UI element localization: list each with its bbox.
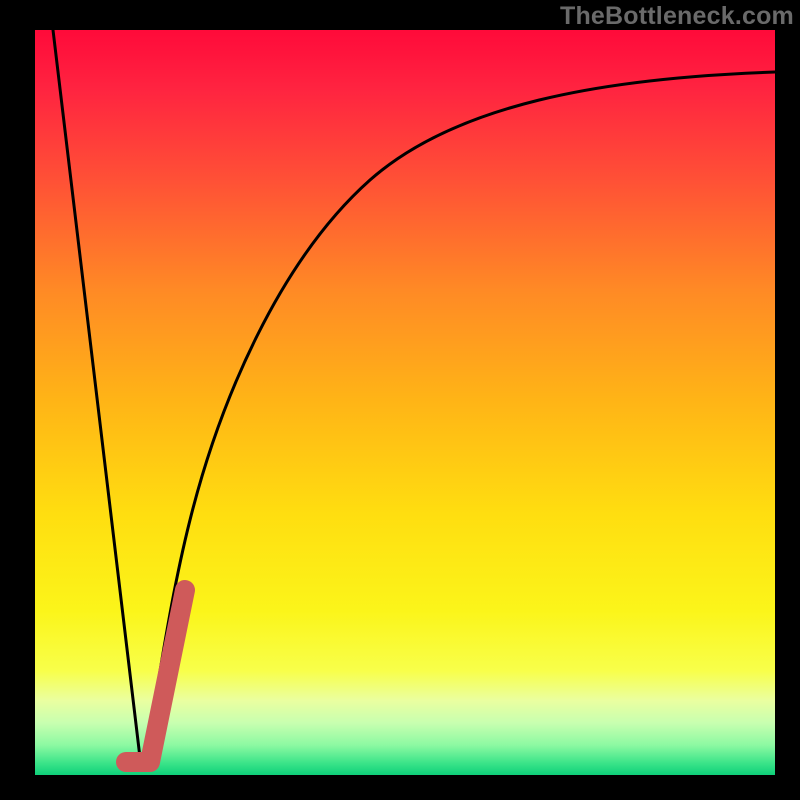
heat-gradient [35,30,775,775]
watermark-text: TheBottleneck.com [560,2,794,31]
chart-svg [0,0,800,800]
chart-root: TheBottleneck.com [0,0,800,800]
